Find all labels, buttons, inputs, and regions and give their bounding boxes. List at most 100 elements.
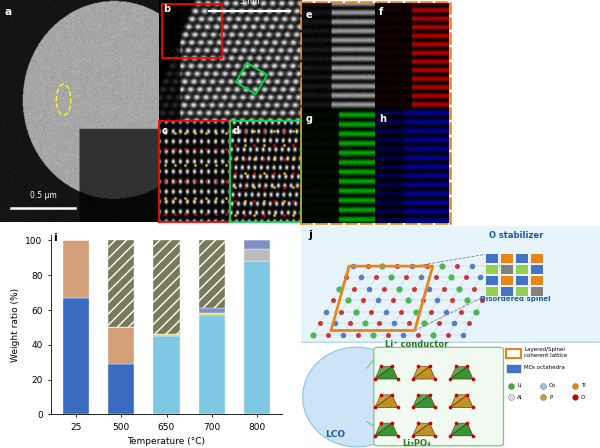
Point: [424, 285, 434, 293]
Text: g: g: [305, 114, 313, 124]
Point: [454, 285, 464, 293]
Point: [463, 363, 472, 370]
Text: O stabilizer: O stabilizer: [490, 231, 544, 240]
Point: [413, 332, 422, 339]
Bar: [500, 264, 513, 274]
Bar: [485, 275, 498, 285]
Point: [446, 274, 455, 281]
Point: [383, 332, 392, 339]
Point: [468, 375, 478, 383]
Point: [393, 375, 403, 383]
Point: [404, 320, 414, 327]
Point: [376, 391, 385, 398]
Bar: [199, 315, 225, 414]
Text: a: a: [5, 7, 12, 17]
Y-axis label: Weight ratio (%): Weight ratio (%): [11, 288, 20, 362]
Point: [360, 320, 370, 327]
Text: c: c: [162, 126, 167, 136]
Bar: [199, 241, 225, 308]
Point: [387, 420, 397, 427]
Point: [506, 382, 516, 389]
Point: [387, 363, 397, 370]
Text: e: e: [305, 9, 312, 20]
Point: [398, 332, 407, 339]
Point: [468, 432, 478, 439]
Point: [482, 262, 492, 269]
Text: Li₃PO₄: Li₃PO₄: [402, 439, 431, 448]
Point: [368, 332, 378, 339]
Point: [345, 320, 355, 327]
Point: [478, 297, 487, 304]
Point: [370, 375, 380, 383]
Point: [367, 308, 376, 315]
Point: [418, 297, 427, 304]
Bar: [485, 253, 498, 263]
Ellipse shape: [302, 347, 410, 447]
Text: f: f: [379, 7, 383, 17]
Point: [377, 262, 387, 269]
Polygon shape: [413, 366, 430, 379]
Point: [408, 375, 418, 383]
Bar: [162, 4, 221, 58]
Text: Li: Li: [517, 383, 522, 388]
Bar: [515, 286, 528, 296]
Point: [425, 363, 434, 370]
Point: [431, 432, 440, 439]
Point: [403, 297, 412, 304]
Point: [401, 274, 410, 281]
Bar: [530, 253, 543, 263]
FancyBboxPatch shape: [374, 347, 503, 446]
Point: [350, 285, 359, 293]
Point: [458, 332, 467, 339]
Point: [469, 285, 479, 293]
Point: [446, 404, 455, 411]
Bar: [500, 286, 513, 296]
Text: 0.5 μm: 0.5 μm: [29, 190, 56, 199]
Point: [408, 432, 418, 439]
Polygon shape: [451, 366, 473, 379]
Point: [461, 274, 470, 281]
Point: [571, 382, 580, 389]
Point: [425, 391, 434, 398]
Point: [437, 262, 447, 269]
Point: [506, 394, 516, 401]
Bar: [63, 241, 89, 298]
Bar: [244, 249, 270, 261]
Point: [439, 285, 449, 293]
Point: [419, 320, 429, 327]
Text: j: j: [308, 229, 313, 240]
Point: [407, 262, 417, 269]
Point: [363, 262, 373, 269]
Point: [497, 262, 507, 269]
Point: [330, 320, 340, 327]
Bar: [506, 364, 521, 373]
Point: [425, 420, 434, 427]
Text: i: i: [53, 233, 57, 243]
Point: [463, 391, 472, 398]
Point: [358, 297, 368, 304]
Point: [376, 420, 385, 427]
Point: [464, 320, 474, 327]
Point: [356, 274, 366, 281]
Point: [451, 420, 461, 427]
Bar: [485, 286, 498, 296]
Point: [335, 285, 344, 293]
Point: [381, 308, 391, 315]
Polygon shape: [413, 366, 436, 379]
Bar: [485, 264, 498, 274]
Point: [446, 432, 455, 439]
Point: [379, 285, 389, 293]
Point: [476, 274, 485, 281]
Point: [413, 363, 423, 370]
Text: Ti: Ti: [581, 383, 586, 388]
Polygon shape: [451, 366, 467, 379]
Point: [365, 285, 374, 293]
Point: [463, 297, 472, 304]
Point: [411, 308, 421, 315]
Bar: [154, 241, 179, 334]
Polygon shape: [375, 366, 398, 379]
Point: [353, 332, 363, 339]
Point: [463, 420, 472, 427]
Polygon shape: [375, 423, 398, 436]
Point: [416, 274, 425, 281]
